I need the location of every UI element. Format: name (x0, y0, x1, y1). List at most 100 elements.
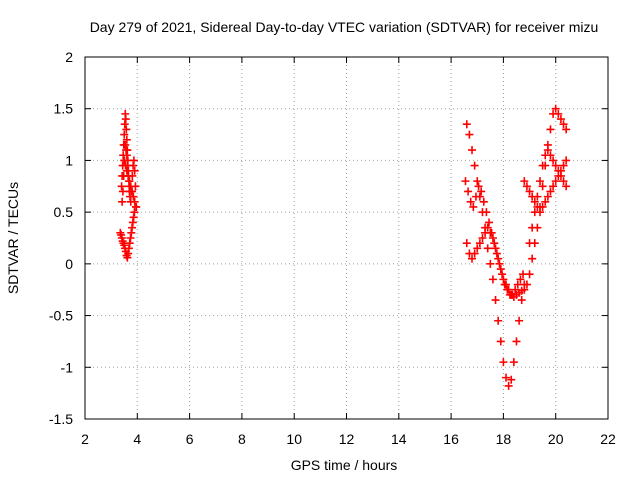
data-point (477, 187, 486, 196)
data-point (519, 270, 528, 279)
data-point (525, 187, 534, 196)
data-point (494, 316, 503, 325)
y-tick-label: -1 (61, 359, 74, 375)
data-point (482, 208, 491, 217)
y-axis-label: SDTVAR / TECUs (5, 182, 21, 294)
data-point (538, 161, 547, 170)
x-tick-label: 6 (186, 431, 194, 447)
data-point (559, 177, 568, 186)
data-point (122, 125, 131, 134)
data-point (520, 177, 529, 186)
x-tick-label: 20 (548, 431, 564, 447)
data-point (551, 104, 560, 113)
data-point (468, 254, 477, 263)
data-point (543, 146, 552, 155)
grid-lines (85, 57, 608, 419)
x-tick-label: 8 (238, 431, 246, 447)
data-point (522, 182, 531, 191)
data-point (121, 161, 130, 170)
data-point (120, 130, 129, 139)
data-point (495, 259, 504, 268)
data-point (556, 171, 565, 180)
data-point (515, 316, 524, 325)
data-point (121, 115, 130, 124)
data-point (530, 197, 539, 206)
data-point (474, 182, 483, 191)
data-point (511, 285, 520, 294)
data-point (512, 337, 521, 346)
data-point (479, 197, 488, 206)
x-tick-label: 4 (133, 431, 141, 447)
series-cluster-early-d (120, 156, 140, 211)
data-point (470, 249, 479, 258)
data-point (491, 244, 500, 253)
data-point (130, 208, 139, 217)
data-point (498, 270, 507, 279)
data-point (541, 197, 550, 206)
x-tick-label: 2 (81, 431, 89, 447)
data-point (549, 156, 558, 165)
data-point (129, 192, 138, 201)
x-axis-label: GPS time / hours (291, 457, 398, 473)
data-point (122, 151, 131, 160)
y-tick-label: 0 (65, 256, 73, 272)
data-point (485, 218, 494, 227)
data-point (461, 177, 470, 186)
data-point (470, 161, 479, 170)
data-point (488, 275, 497, 284)
data-point (499, 358, 508, 367)
data-point (483, 244, 492, 253)
y-tick-label: 2 (65, 49, 73, 65)
data-point (499, 275, 508, 284)
data-point (528, 254, 537, 263)
data-point (533, 192, 542, 201)
data-point (129, 156, 138, 165)
data-point (556, 115, 565, 124)
axis-ticks (84, 56, 609, 420)
tick-labels: 2 4 6 8 10 12 14 16 18 20 22 -1.5 -1 -0.5 0 0.5 1 1.5 2 (49, 49, 616, 447)
x-tick-label: 16 (443, 431, 459, 447)
data-point (468, 146, 477, 155)
data-point (503, 285, 512, 294)
data-point (500, 280, 509, 289)
data-point (543, 192, 552, 201)
data-point (546, 187, 555, 196)
data-point (465, 130, 474, 139)
chart-title: Day 279 of 2021, Sidereal Day-to-day VTE… (90, 19, 599, 35)
data-point (473, 244, 482, 253)
data-point (522, 280, 531, 289)
data-point (528, 223, 537, 232)
data-point (562, 156, 571, 165)
data-point (118, 187, 127, 196)
data-point (504, 381, 513, 390)
data-point (122, 135, 131, 144)
series-arc-late-3 (461, 177, 528, 299)
data-point (126, 182, 135, 191)
data-point (130, 197, 139, 206)
data-point (469, 202, 478, 211)
data-point (488, 234, 497, 242)
data-point (464, 187, 473, 196)
data-point (554, 109, 563, 118)
series-cluster-early-c (116, 208, 139, 262)
data-point (508, 290, 517, 299)
x-tick-label: 10 (286, 431, 302, 447)
data-point (559, 120, 568, 129)
data-point (546, 151, 555, 160)
data-point (486, 259, 495, 268)
data-point (462, 120, 471, 129)
y-tick-label: -1.5 (49, 411, 73, 427)
data-point (525, 239, 534, 248)
y-tick-label: 1 (65, 152, 73, 168)
data-point (478, 234, 487, 242)
data-point (466, 197, 475, 206)
data-point (538, 202, 547, 211)
data-point (530, 208, 539, 217)
data-point (118, 197, 127, 206)
data-point (551, 177, 560, 186)
y-tick-label: -0.5 (49, 308, 73, 324)
data-point (562, 182, 571, 191)
x-tick-label: 22 (600, 431, 616, 447)
y-tick-label: 1.5 (54, 101, 74, 117)
